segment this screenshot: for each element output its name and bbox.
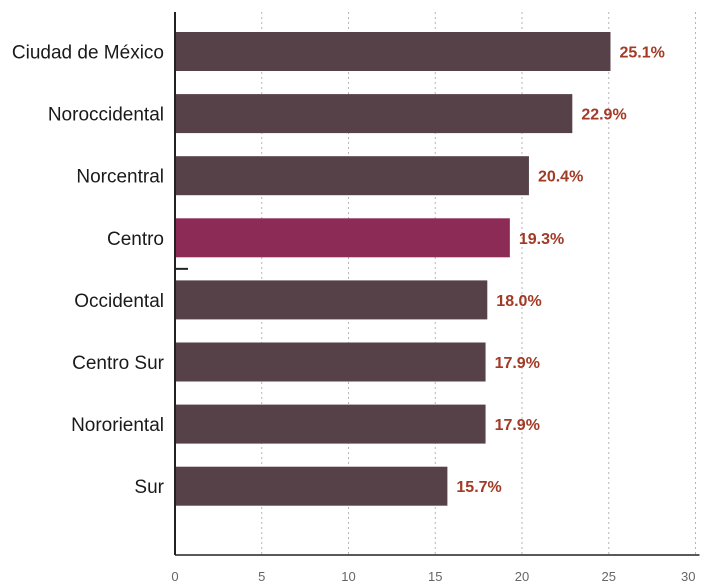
value-labels: 25.1% 22.9% 20.4% 19.3% 18.0% 17.9% 17.9% 15.7% bbox=[456, 45, 664, 497]
bar-nororiental bbox=[175, 404, 486, 444]
bar-centro bbox=[175, 218, 510, 258]
category-label-centro: Centro bbox=[107, 229, 164, 250]
x-tick-label-10: 10 bbox=[341, 569, 355, 584]
x-tick-label-15: 15 bbox=[428, 569, 442, 584]
axes bbox=[174, 12, 700, 556]
category-label-centro-sur: Centro Sur bbox=[72, 353, 165, 374]
bar-occidental bbox=[175, 280, 488, 320]
bar-ciudad-de-mexico bbox=[175, 32, 611, 71]
x-tick-label-30: 30 bbox=[681, 569, 695, 584]
category-label-ciudad-de-mexico: Ciudad de México bbox=[12, 43, 164, 64]
category-label-norcentral: Norcentral bbox=[76, 167, 164, 188]
value-label-occidental: 18.0% bbox=[496, 293, 541, 310]
category-label-occidental: Occidental bbox=[74, 291, 164, 312]
bar-noroccidental bbox=[175, 94, 573, 134]
value-label-centro-sur: 17.9% bbox=[495, 355, 540, 372]
x-tick-labels: 0 5 10 15 20 25 30 bbox=[171, 569, 695, 584]
category-labels: Ciudad de México Noroccidental Norcentral C… bbox=[12, 43, 165, 499]
value-label-ciudad-de-mexico: 25.1% bbox=[619, 45, 664, 62]
bar-sur bbox=[175, 466, 448, 506]
value-label-norcentral: 20.4% bbox=[538, 169, 583, 186]
value-label-nororiental: 17.9% bbox=[495, 417, 540, 434]
value-label-centro: 19.3% bbox=[519, 231, 564, 248]
value-label-sur: 15.7% bbox=[456, 479, 501, 496]
category-label-sur: Sur bbox=[134, 477, 164, 498]
bars bbox=[175, 32, 611, 506]
x-tick-label-20: 20 bbox=[515, 569, 529, 584]
bar-centro-sur bbox=[175, 342, 486, 382]
x-tick-label-0: 0 bbox=[171, 569, 178, 584]
x-tick-label-25: 25 bbox=[602, 569, 616, 584]
x-tick-label-5: 5 bbox=[258, 569, 265, 584]
value-label-noroccidental: 22.9% bbox=[581, 107, 626, 124]
category-label-nororiental: Nororiental bbox=[71, 415, 164, 436]
bar-norcentral bbox=[175, 156, 529, 196]
category-label-noroccidental: Noroccidental bbox=[48, 105, 164, 126]
